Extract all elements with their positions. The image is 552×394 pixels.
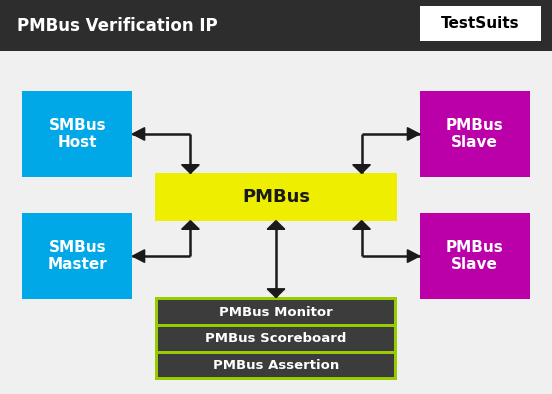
Polygon shape (353, 165, 370, 173)
Polygon shape (267, 221, 285, 229)
Polygon shape (182, 165, 199, 173)
Polygon shape (407, 128, 420, 140)
Polygon shape (267, 289, 285, 297)
Text: PMBus: PMBus (242, 188, 310, 206)
Polygon shape (407, 250, 420, 262)
Bar (158, 327, 394, 351)
Polygon shape (132, 128, 145, 140)
Bar (22, 213, 132, 299)
Text: SMBus
Host: SMBus Host (49, 118, 106, 150)
Bar (420, 213, 530, 299)
Bar (158, 300, 394, 324)
Text: SMBus
Master: SMBus Master (47, 240, 107, 272)
Bar (155, 297, 397, 380)
Bar (22, 91, 132, 177)
Bar (158, 353, 394, 377)
Text: PMBus Verification IP: PMBus Verification IP (17, 17, 217, 35)
Text: TestSuits: TestSuits (441, 16, 519, 31)
Polygon shape (353, 221, 370, 229)
Text: PMBus Assertion: PMBus Assertion (213, 359, 339, 372)
Polygon shape (182, 221, 199, 229)
Polygon shape (132, 250, 145, 262)
Bar (420, 91, 530, 177)
Bar (420, 6, 541, 41)
Bar (0, 0, 552, 51)
Text: PMBus
Slave: PMBus Slave (446, 240, 503, 272)
Text: PMBus Monitor: PMBus Monitor (219, 306, 333, 319)
Bar (155, 173, 397, 221)
Text: PMBus Scoreboard: PMBus Scoreboard (205, 333, 347, 345)
Text: PMBus
Slave: PMBus Slave (446, 118, 503, 150)
